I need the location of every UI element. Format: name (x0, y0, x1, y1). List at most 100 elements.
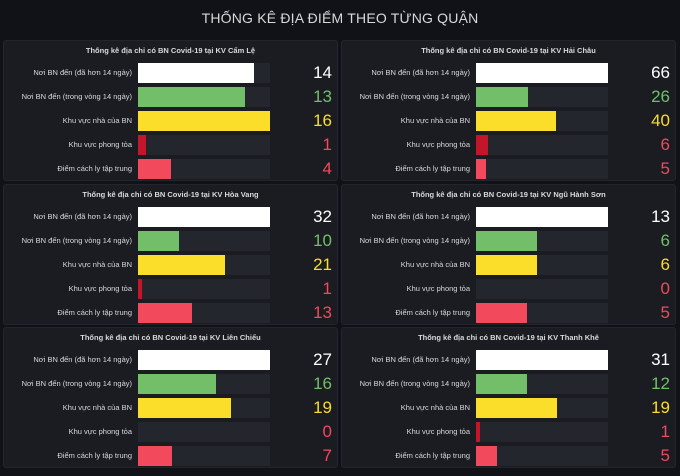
bar-track (138, 87, 270, 107)
bar-value: 0 (322, 422, 332, 441)
bar-track (138, 422, 270, 442)
bar-row: Khu vực phong tỏa 0 (4, 422, 337, 446)
bar-label: Khu vực nhà của BN (62, 260, 132, 269)
chart-panel: Thống kê địa chỉ có BN Covid-19 tại KV T… (341, 327, 676, 468)
bar-label: Khu vực phong tỏa (68, 427, 132, 436)
bar-value: 13 (313, 87, 332, 106)
bar-track (476, 422, 608, 442)
bar-value: 0 (660, 279, 670, 298)
bar-row: Khu vực phong tỏa 0 (342, 279, 675, 303)
bar-value: 13 (651, 207, 670, 226)
bar-row: Khu vực phong tỏa 1 (4, 135, 337, 159)
bar-value: 10 (313, 231, 332, 250)
bar-fill (476, 87, 528, 107)
bar-value: 27 (313, 350, 332, 369)
bar-label: Nơi BN đến (đã hơn 14 ngày) (371, 355, 470, 364)
bar-fill (476, 255, 537, 275)
bar-value: 1 (322, 135, 332, 154)
bar-row: Nơi BN đến (trong vòng 14 ngày) 26 (342, 87, 675, 111)
bar-fill (138, 398, 231, 418)
bar-label: Điểm cách ly tập trung (57, 164, 132, 173)
panel-title: Thống kê địa chỉ có BN Covid-19 tại KV N… (411, 190, 606, 199)
bar-value: 19 (313, 398, 332, 417)
bar-label: Khu vực nhà của BN (400, 116, 470, 125)
bar-value: 1 (660, 422, 670, 441)
bar-track (476, 135, 608, 155)
bar-fill (476, 446, 498, 466)
panel-title: Thống kê địa chỉ có BN Covid-19 tại KV C… (85, 46, 256, 55)
bar-label: Khu vực phong tỏa (406, 427, 470, 436)
bar-label: Nơi BN đến (trong vòng 14 ngày) (21, 379, 132, 388)
bar-value: 40 (651, 111, 670, 130)
bar-fill (138, 207, 270, 227)
bar-row: Nơi BN đến (đã hơn 14 ngày) 31 (342, 350, 675, 374)
bar-label: Khu vực phong tỏa (406, 140, 470, 149)
bar-label: Điểm cách ly tập trung (57, 308, 132, 317)
bar-row: Khu vực phong tỏa 1 (4, 279, 337, 303)
bar-track (138, 279, 270, 299)
chart-panel: Thống kê địa chỉ có BN Covid-19 tại KV H… (341, 40, 676, 181)
bar-row: Nơi BN đến (trong vòng 14 ngày) 12 (342, 374, 675, 398)
bar-fill (138, 159, 171, 179)
bar-label: Khu vực nhà của BN (400, 403, 470, 412)
bar-track (138, 446, 270, 466)
bar-label: Nơi BN đến (đã hơn 14 ngày) (371, 68, 470, 77)
bar-row: Khu vực nhà của BN 21 (4, 255, 337, 279)
bar-value: 4 (322, 159, 332, 178)
bar-track (138, 111, 270, 131)
bar-fill (138, 111, 270, 131)
bar-track (476, 159, 608, 179)
bar-label: Điểm cách ly tập trung (395, 451, 470, 460)
bar-fill (476, 350, 608, 370)
bar-track (138, 398, 270, 418)
bar-label: Nơi BN đến (trong vòng 14 ngày) (359, 379, 470, 388)
bar-fill (138, 303, 192, 323)
bar-row: Nơi BN đến (đã hơn 14 ngày) 32 (4, 207, 337, 231)
bar-track (476, 374, 608, 394)
bar-value: 6 (660, 231, 670, 250)
bar-row: Điểm cách ly tập trung 13 (4, 303, 337, 327)
bar-value: 6 (660, 255, 670, 274)
bar-value: 16 (313, 111, 332, 130)
bar-track (138, 159, 270, 179)
bar-row: Điểm cách ly tập trung 4 (4, 159, 337, 183)
panel-title: Thống kê địa chỉ có BN Covid-19 tại KV H… (421, 46, 596, 55)
bar-fill (138, 87, 246, 107)
bar-row: Nơi BN đến (trong vòng 14 ngày) 10 (4, 231, 337, 255)
bar-row: Khu vực nhà của BN 6 (342, 255, 675, 279)
bar-value: 14 (313, 63, 332, 82)
panel-title: Thống kê địa chỉ có BN Covid-19 tại KV H… (82, 190, 259, 199)
page-title: THỐNG KÊ ĐỊA ĐIỂM THEO TỪNG QUẬN (201, 10, 479, 26)
bar-track (476, 350, 608, 370)
bar-row: Điểm cách ly tập trung 7 (4, 446, 337, 470)
bar-value: 5 (660, 159, 670, 178)
bar-track (138, 207, 270, 227)
bar-track (476, 87, 608, 107)
bar-value: 13 (313, 303, 332, 322)
bar-track (138, 303, 270, 323)
bar-fill (138, 231, 180, 251)
bar-track (476, 446, 608, 466)
bar-track (138, 135, 270, 155)
bar-value: 19 (651, 398, 670, 417)
bar-fill (138, 135, 147, 155)
chart-panel: Thống kê địa chỉ có BN Covid-19 tại KV C… (3, 40, 338, 181)
bar-fill (138, 255, 225, 275)
bar-track (138, 374, 270, 394)
bar-fill (476, 207, 608, 227)
bar-fill (138, 350, 270, 370)
chart-panel: Thống kê địa chỉ có BN Covid-19 tại KV L… (3, 327, 338, 468)
bar-label: Nơi BN đến (trong vòng 14 ngày) (21, 92, 132, 101)
bar-value: 7 (322, 446, 332, 465)
bar-row: Khu vực phong tỏa 1 (342, 422, 675, 446)
bar-row: Điểm cách ly tập trung 5 (342, 303, 675, 327)
bar-value: 16 (313, 374, 332, 393)
bar-row: Khu vực nhà của BN 19 (4, 398, 337, 422)
bar-label: Khu vực phong tỏa (406, 284, 470, 293)
bar-row: Khu vực nhà của BN 16 (4, 111, 337, 135)
bar-row: Khu vực nhà của BN 40 (342, 111, 675, 135)
bar-label: Nơi BN đến (đã hơn 14 ngày) (33, 68, 132, 77)
bar-label: Khu vực phong tỏa (68, 284, 132, 293)
bar-label: Khu vực phong tỏa (68, 140, 132, 149)
chart-panel: Thống kê địa chỉ có BN Covid-19 tại KV H… (3, 184, 338, 325)
